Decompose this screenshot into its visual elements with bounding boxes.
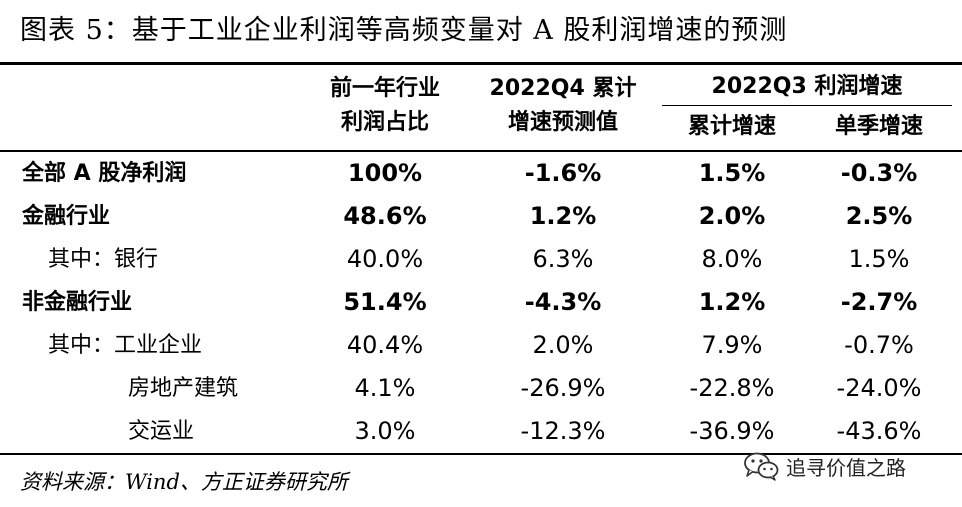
header-share-line2: 利润占比 bbox=[340, 110, 429, 135]
row-q4-forecast: -26.9% bbox=[520, 374, 606, 402]
row-q3-single: 2.5% bbox=[845, 202, 913, 230]
row-share: 48.6% bbox=[343, 202, 427, 230]
table-title: 图表 5：基于工业企业利润等高频变量对 A 股利润增速的预测 bbox=[20, 15, 788, 46]
row-q4-forecast: 2.0% bbox=[532, 331, 594, 359]
bottom-rule bbox=[0, 453, 962, 455]
row-label: 非金融行业 bbox=[22, 290, 133, 315]
table-row: 其中：银行 40.0% 6.3% 8.0% 1.5% bbox=[0, 238, 962, 281]
row-share: 100% bbox=[347, 159, 423, 187]
row-q3-cumulative: -22.8% bbox=[689, 374, 775, 402]
header-rule bbox=[0, 150, 962, 152]
row-share: 4.1% bbox=[354, 374, 416, 402]
row-q3-single: -43.6% bbox=[836, 417, 922, 445]
row-label: 金融行业 bbox=[22, 204, 111, 229]
source-note: 资料来源：Wind、方正证券研究所 bbox=[20, 470, 348, 494]
row-label: 其中：工业企业 bbox=[48, 333, 203, 358]
row-q3-single: -0.3% bbox=[840, 159, 918, 187]
header-q3-cumulative: 累计增速 bbox=[687, 114, 776, 139]
row-share: 3.0% bbox=[354, 417, 416, 445]
row-q4-forecast: 6.3% bbox=[532, 245, 594, 273]
header-group-underline bbox=[662, 105, 952, 106]
row-share: 51.4% bbox=[343, 288, 427, 316]
table-row: 房地产建筑 4.1% -26.9% -22.8% -24.0% bbox=[0, 367, 962, 410]
row-q3-cumulative: 2.0% bbox=[698, 202, 766, 230]
row-q4-forecast: -1.6% bbox=[524, 159, 602, 187]
row-label: 其中：银行 bbox=[48, 247, 159, 272]
row-share: 40.4% bbox=[346, 331, 424, 359]
row-q3-cumulative: 8.0% bbox=[701, 245, 763, 273]
watermark-text: 追寻价值之路 bbox=[786, 455, 906, 480]
wechat-icon bbox=[744, 452, 779, 481]
row-q3-cumulative: 1.5% bbox=[698, 159, 766, 187]
row-label: 全部 A 股净利润 bbox=[22, 161, 187, 186]
row-q3-single: -0.7% bbox=[844, 331, 914, 359]
row-q3-cumulative: 1.2% bbox=[698, 288, 766, 316]
row-q4-forecast: -12.3% bbox=[520, 417, 606, 445]
table-row: 非金融行业 51.4% -4.3% 1.2% -2.7% bbox=[0, 281, 962, 324]
table-row: 其中：工业企业 40.4% 2.0% 7.9% -0.7% bbox=[0, 324, 962, 367]
row-q3-cumulative: -36.9% bbox=[689, 417, 775, 445]
row-q4-forecast: 1.2% bbox=[529, 202, 597, 230]
header-forecast-line1: 2022Q4 累计 bbox=[489, 76, 637, 101]
header-q3-single: 单季增速 bbox=[834, 114, 923, 139]
header-share-line1: 前一年行业 bbox=[329, 76, 440, 101]
header-forecast: 2022Q4 累计 增速预测值 bbox=[478, 72, 648, 140]
row-label: 交运业 bbox=[128, 419, 195, 444]
header-q3-group: 2022Q3 利润增速 bbox=[711, 74, 903, 99]
row-q3-single: -2.7% bbox=[840, 288, 918, 316]
header-forecast-line2: 增速预测值 bbox=[507, 110, 618, 135]
row-q4-forecast: -4.3% bbox=[524, 288, 602, 316]
top-rule bbox=[0, 62, 962, 65]
table-row: 交运业 3.0% -12.3% -36.9% -43.6% bbox=[0, 410, 962, 453]
row-label: 房地产建筑 bbox=[128, 376, 239, 401]
table-row: 全部 A 股净利润 100% -1.6% 1.5% -0.3% bbox=[0, 152, 962, 195]
row-q3-single: 1.5% bbox=[848, 245, 910, 273]
table-row: 金融行业 48.6% 1.2% 2.0% 2.5% bbox=[0, 195, 962, 238]
row-q3-cumulative: 7.9% bbox=[701, 331, 763, 359]
row-share: 40.0% bbox=[346, 245, 424, 273]
row-q3-single: -24.0% bbox=[836, 374, 922, 402]
header-share: 前一年行业 利润占比 bbox=[305, 72, 465, 140]
watermark: 追寻价值之路 bbox=[742, 451, 906, 481]
